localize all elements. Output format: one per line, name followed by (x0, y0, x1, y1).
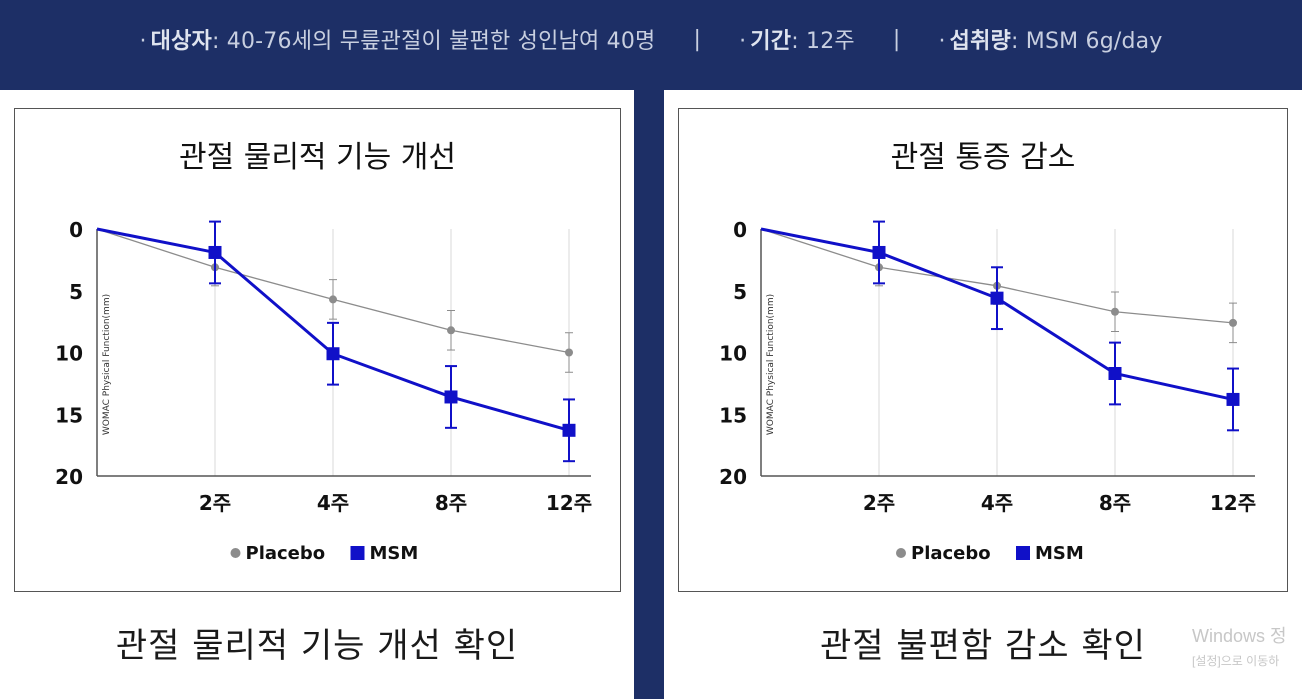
placebo-data-point (565, 348, 573, 357)
msm-data-point (990, 291, 1004, 305)
legend-msm-label: MSM (370, 543, 419, 564)
pain-reduction-chart: 관절 통증 감소 0 5 10 15 20 2주 4주 8주 12주 WOMAC Physical … (678, 108, 1288, 592)
separator: | (693, 26, 702, 52)
right-caption: 관절 불편함 감소 확인 (820, 626, 1146, 666)
y-tick-label: 10 (55, 342, 83, 366)
physical-function-chart-svg: 관절 물리적 기능 개선 0 5 10 15 20 2주 4주 8주 12주 WOMAC Physi… (55, 140, 592, 564)
placebo-data-point (447, 326, 455, 335)
y-tick-label: 0 (69, 218, 83, 242)
period-info: · 기간 : 12주 (739, 23, 855, 55)
x-tick-label: 12주 (546, 491, 592, 515)
bullet: · (938, 29, 946, 54)
study-info-banner: · 대상자 : 40-76세의 무릎관절이 불편한 성인남여 40명 | · 기… (0, 0, 1302, 78)
x-tick-label: 8주 (1099, 491, 1131, 515)
physical-function-chart: 관절 물리적 기능 개선 0 5 10 15 20 2주 4주 8주 12주 WOMAC Physi… (14, 108, 621, 592)
y-axis-label: WOMAC Physical Function(mm) (102, 294, 112, 435)
msm-data-point (562, 423, 576, 437)
msm-data-point (326, 347, 340, 361)
legend-msm-marker (350, 546, 365, 560)
y-tick-label: 10 (719, 342, 747, 366)
msm-data-point (444, 390, 458, 404)
bullet: · (739, 29, 747, 54)
legend-msm-marker (1016, 546, 1030, 560)
legend-placebo-marker (896, 548, 906, 558)
period-value: : 12주 (791, 29, 855, 54)
y-tick-label: 15 (55, 403, 83, 427)
y-tick-label: 20 (719, 465, 747, 489)
legend-placebo-marker (230, 548, 241, 558)
chart-title: 관절 물리적 기능 개선 (179, 140, 456, 175)
right-panel: 관절 통증 감소 0 5 10 15 20 2주 4주 8주 12주 WOMAC Physical … (664, 90, 1302, 699)
bullet: · (139, 29, 147, 54)
placebo-data-point (1111, 307, 1119, 316)
placebo-data-point (329, 295, 337, 304)
left-caption: 관절 물리적 기능 개선 확인 (115, 626, 519, 666)
subjects-label: 대상자 (150, 29, 212, 54)
x-tick-label: 2주 (863, 491, 895, 515)
windows-activation-watermark: Windows 정 [설정]으로 이동하 (1192, 622, 1287, 669)
subjects-info: · 대상자 : 40-76세의 무릎관절이 불편한 성인남여 40명 (139, 23, 655, 55)
y-tick-label: 5 (733, 280, 747, 304)
pain-reduction-chart-svg: 관절 통증 감소 0 5 10 15 20 2주 4주 8주 12주 WOMAC Physical … (719, 140, 1256, 564)
dose-info: · 섭취량 : MSM 6g/day (938, 23, 1162, 55)
placebo-data-point (1229, 318, 1237, 327)
dose-label: 섭취량 (949, 29, 1011, 54)
msm-data-point (208, 245, 222, 259)
chart-title: 관절 통증 감소 (891, 140, 1076, 175)
dose-value: : MSM 6g/day (1010, 29, 1163, 54)
left-panel: 관절 물리적 기능 개선 0 5 10 15 20 2주 4주 8주 12주 WOMAC Physi… (0, 90, 634, 699)
x-tick-label: 8주 (435, 491, 467, 515)
y-tick-label: 15 (719, 403, 747, 427)
watermark-line2: [설정]으로 이동하 (1192, 654, 1280, 668)
msm-data-point (872, 245, 886, 259)
y-tick-label: 5 (69, 280, 83, 304)
period-label: 기간 (750, 29, 792, 54)
y-tick-label: 20 (55, 465, 83, 489)
watermark-line1: Windows 정 (1192, 626, 1287, 646)
subjects-value: : 40-76세의 무릎관절이 불편한 성인남여 40명 (211, 29, 656, 54)
legend-msm-label: MSM (1035, 543, 1084, 564)
x-tick-label: 4주 (317, 491, 349, 515)
x-tick-label: 4주 (981, 491, 1013, 515)
y-tick-label: 0 (733, 218, 747, 242)
separator: | (892, 26, 901, 52)
msm-data-point (1108, 366, 1122, 380)
msm-data-point (1226, 392, 1240, 406)
legend-placebo-label: Placebo (911, 543, 991, 564)
x-tick-label: 12주 (1210, 491, 1256, 515)
y-axis-label: WOMAC Physical Function(mm) (766, 294, 776, 435)
legend-placebo-label: Placebo (246, 543, 326, 564)
x-tick-label: 2주 (199, 491, 231, 515)
